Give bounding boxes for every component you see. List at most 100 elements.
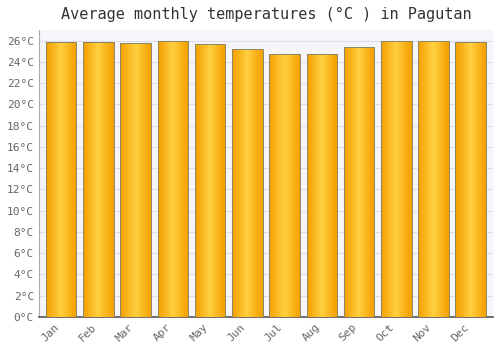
Bar	[482, 42, 483, 317]
Bar	[333, 55, 334, 317]
Bar	[219, 44, 220, 317]
Bar	[434, 41, 436, 317]
Bar	[140, 43, 141, 317]
Bar	[258, 49, 260, 317]
Bar	[276, 55, 278, 317]
Bar	[72, 42, 74, 317]
Bar	[68, 42, 70, 317]
Bar	[198, 44, 199, 317]
Bar	[240, 49, 241, 317]
Bar	[368, 47, 369, 317]
Bar	[222, 44, 224, 317]
Bar	[446, 41, 448, 317]
Bar	[236, 49, 237, 317]
Bar	[278, 55, 280, 317]
Bar	[177, 41, 178, 317]
Bar	[61, 42, 62, 317]
Bar	[479, 42, 480, 317]
Bar	[422, 41, 424, 317]
Bar	[419, 41, 420, 317]
Bar	[331, 55, 332, 317]
Bar	[185, 41, 186, 317]
Bar	[330, 55, 331, 317]
Bar	[362, 47, 363, 317]
Bar	[50, 42, 51, 317]
Bar	[83, 42, 114, 317]
Bar	[238, 49, 239, 317]
Bar	[344, 47, 374, 317]
Bar	[98, 42, 100, 317]
Bar	[220, 44, 222, 317]
Bar	[49, 42, 50, 317]
Bar	[206, 44, 207, 317]
Bar	[320, 55, 321, 317]
Bar	[360, 47, 361, 317]
Bar	[204, 44, 205, 317]
Bar	[195, 44, 226, 317]
Bar	[148, 43, 149, 317]
Bar	[233, 49, 234, 317]
Bar	[126, 43, 128, 317]
Bar	[396, 41, 398, 317]
Bar	[473, 42, 474, 317]
Bar	[195, 44, 196, 317]
Bar	[232, 49, 262, 317]
Bar	[383, 41, 384, 317]
Bar	[178, 41, 179, 317]
Bar	[280, 55, 281, 317]
Bar	[466, 42, 468, 317]
Bar	[134, 43, 136, 317]
Bar	[354, 47, 355, 317]
Bar	[349, 47, 350, 317]
Bar	[51, 42, 52, 317]
Bar	[63, 42, 64, 317]
Bar	[408, 41, 410, 317]
Bar	[351, 47, 352, 317]
Bar	[256, 49, 258, 317]
Bar	[321, 55, 322, 317]
Bar	[353, 47, 354, 317]
Bar	[104, 42, 106, 317]
Bar	[359, 47, 360, 317]
Bar	[381, 41, 382, 317]
Bar	[83, 42, 84, 317]
Bar	[428, 41, 430, 317]
Bar	[235, 49, 236, 317]
Bar	[175, 41, 176, 317]
Bar	[372, 47, 374, 317]
Bar	[146, 43, 147, 317]
Bar	[472, 42, 473, 317]
Bar	[210, 44, 211, 317]
Bar	[284, 55, 286, 317]
Bar	[171, 41, 172, 317]
Bar	[327, 55, 328, 317]
Bar	[462, 42, 464, 317]
Bar	[201, 44, 202, 317]
Bar	[310, 55, 312, 317]
Bar	[174, 41, 175, 317]
Bar	[367, 47, 368, 317]
Bar	[390, 41, 391, 317]
Bar	[57, 42, 58, 317]
Bar	[100, 42, 102, 317]
Bar	[145, 43, 146, 317]
Bar	[298, 55, 299, 317]
Bar	[440, 41, 442, 317]
Bar	[324, 55, 325, 317]
Bar	[484, 42, 485, 317]
Bar	[350, 47, 351, 317]
Bar	[54, 42, 55, 317]
Bar	[88, 42, 89, 317]
Bar	[214, 44, 215, 317]
Bar	[199, 44, 200, 317]
Bar	[186, 41, 187, 317]
Bar	[241, 49, 242, 317]
Bar	[246, 49, 248, 317]
Bar	[248, 49, 250, 317]
Bar	[184, 41, 185, 317]
Bar	[74, 42, 76, 317]
Bar	[90, 42, 92, 317]
Bar	[355, 47, 356, 317]
Bar	[48, 42, 49, 317]
Bar	[166, 41, 168, 317]
